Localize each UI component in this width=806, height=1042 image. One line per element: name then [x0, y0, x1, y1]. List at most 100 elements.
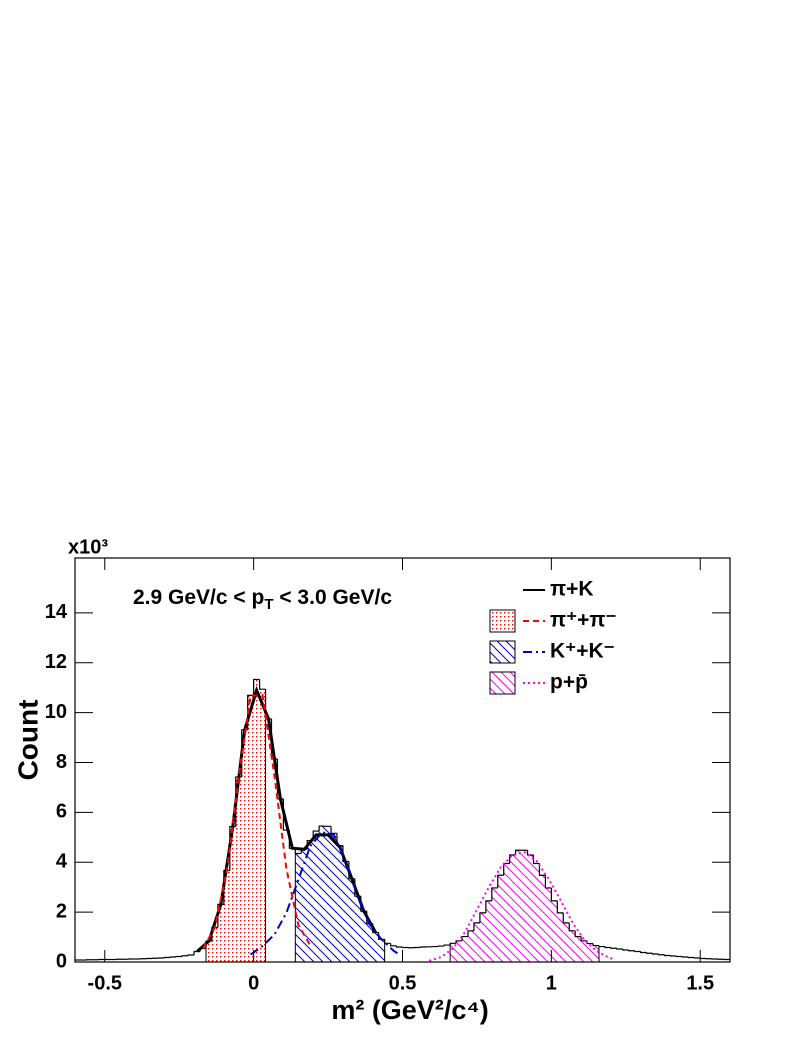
- shaded-bin: [342, 861, 349, 962]
- fit-curve: [250, 831, 401, 956]
- histogram-bin: [592, 943, 599, 947]
- shaded-bin: [533, 863, 540, 962]
- y-tick-label: 14: [45, 601, 68, 623]
- fit-curve: [196, 685, 378, 953]
- shaded-bin: [295, 853, 302, 962]
- y-tick-label: 12: [45, 651, 67, 673]
- shaded-bin: [235, 776, 242, 962]
- shaded-bin: [366, 923, 373, 962]
- histogram-bin: [628, 950, 635, 952]
- histogram-bin: [473, 922, 480, 931]
- annotation: 2.9 GeV/c < pT < 3.0 GeV/c: [133, 586, 392, 613]
- histogram-bin: [449, 942, 457, 946]
- y-axis-title: Count: [12, 700, 43, 781]
- fit-curve: [428, 851, 615, 962]
- shaded-bin: [360, 911, 367, 962]
- histogram-bin: [574, 930, 582, 938]
- shaded-bin: [301, 849, 308, 962]
- histogram-bin: [598, 945, 605, 948]
- shaded-bin: [241, 729, 248, 962]
- histogram-bin: [538, 863, 546, 876]
- shaded-bin: [372, 932, 379, 962]
- histogram-bin: [389, 943, 397, 947]
- shaded-bin: [551, 900, 558, 962]
- shaded-bin: [211, 927, 218, 962]
- shaded-bin: [307, 840, 314, 962]
- shaded-bin: [485, 900, 492, 962]
- histogram-bin: [330, 826, 337, 834]
- legend-label: p+p̄: [550, 671, 588, 694]
- histogram-bin: [384, 939, 391, 944]
- x-tick-label: 0.5: [389, 972, 417, 994]
- shaded-bin: [479, 912, 486, 962]
- shaded-bin: [217, 904, 224, 962]
- shaded-bin: [348, 878, 355, 962]
- axis-multiplier: x10³: [68, 536, 108, 558]
- shaded-bin: [456, 940, 463, 962]
- x-tick-label: 0: [248, 972, 259, 994]
- shaded-bin: [247, 695, 254, 962]
- plot-frame: [74, 557, 731, 963]
- histogram-bin: [568, 922, 576, 932]
- histogram-bin: [443, 944, 451, 947]
- histogram-bin: [550, 887, 558, 902]
- shaded-bin: [259, 689, 266, 962]
- histogram-bin: [657, 954, 665, 956]
- x-tick-label: 1: [546, 972, 557, 994]
- shaded-bin: [462, 936, 468, 962]
- shaded-bin: [527, 855, 534, 962]
- legend-swatch: [489, 609, 516, 633]
- shaded-bin: [497, 875, 504, 962]
- shaded-bin: [313, 831, 320, 962]
- histogram-bin: [485, 900, 492, 913]
- histogram-bin: [509, 854, 516, 864]
- histogram-bin: [634, 950, 641, 953]
- x-tick-label: 1.5: [686, 972, 714, 994]
- histogram-bin: [580, 936, 588, 942]
- shaded-bin: [378, 939, 385, 962]
- shaded-bin: [509, 855, 516, 962]
- histogram-bin: [622, 949, 629, 951]
- histogram-bin: [253, 678, 260, 696]
- shaded-bin: [515, 850, 522, 962]
- histogram-bin: [604, 946, 611, 949]
- shaded-bin: [503, 863, 510, 962]
- shaded-bin: [521, 850, 528, 962]
- shaded-bin: [575, 936, 582, 962]
- histogram-bin: [181, 955, 189, 957]
- shaded-bin: [325, 826, 332, 962]
- x-axis-title: m² (GeV²/c⁴): [331, 995, 488, 1025]
- shaded-bin: [569, 930, 576, 962]
- shaded-bin: [593, 945, 599, 962]
- x-tick-label: -0.5: [88, 972, 122, 994]
- y-tick-label: 2: [56, 900, 67, 922]
- histogram-bin: [610, 947, 617, 949]
- histogram-bin: [318, 825, 326, 832]
- histogram-bin: [663, 954, 671, 957]
- histogram-bin: [479, 912, 486, 923]
- histogram-bin: [395, 945, 403, 948]
- histogram-bin: [586, 940, 594, 945]
- shaded-bin: [331, 833, 337, 962]
- shaded-bin: [587, 943, 594, 962]
- histogram-bin: [544, 875, 552, 889]
- shaded-bin: [563, 922, 570, 962]
- annotation-text: < 3.0 GeV/c: [274, 586, 393, 609]
- histogram-bin: [187, 954, 195, 956]
- histogram-bin: [491, 887, 498, 901]
- histogram-bin: [651, 953, 659, 955]
- histogram-bin: [562, 912, 570, 924]
- histogram-bin: [193, 950, 201, 956]
- histogram-bin: [258, 679, 266, 690]
- shaded-bin: [450, 943, 457, 962]
- shaded-bin: [319, 826, 326, 962]
- histogram-bin: [646, 952, 653, 954]
- shaded-bin: [223, 870, 230, 962]
- legend-label: π+K: [550, 578, 594, 601]
- shaded-bin: [354, 896, 361, 962]
- y-tick-label: 4: [56, 851, 68, 873]
- legend-swatch: [489, 671, 516, 695]
- histogram-bin: [640, 951, 647, 954]
- annotation-subscript: T: [264, 596, 273, 613]
